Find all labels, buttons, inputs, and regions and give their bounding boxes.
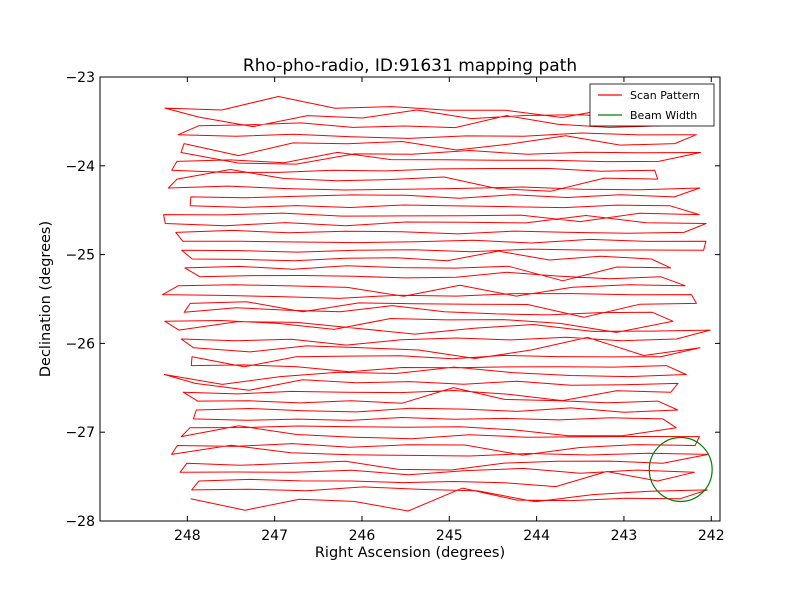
x-tick-label: 245 <box>436 528 463 544</box>
x-tick-label: 243 <box>611 528 638 544</box>
y-tick-label: −27 <box>65 425 95 441</box>
beam-width-circle <box>648 436 713 503</box>
y-tick-label: −26 <box>65 336 95 352</box>
y-tick-label: −25 <box>65 248 95 264</box>
x-tick-label: 244 <box>523 528 550 544</box>
scan-pattern-line <box>162 96 711 512</box>
chart-title: Rho-pho-radio, ID:91631 mapping path <box>243 56 577 76</box>
beam-width-series <box>648 436 713 503</box>
plot-area <box>162 96 713 512</box>
scan-pattern-series <box>162 96 711 512</box>
plot-frame <box>99 76 721 522</box>
legend: Scan Pattern Beam Width <box>589 83 715 127</box>
y-axis: −23 −24 −25 −26 −27 −28 <box>65 70 720 530</box>
y-tick-label: −28 <box>65 514 95 530</box>
x-tick-label: 247 <box>261 528 288 544</box>
x-axis-title: Right Ascension (degrees) <box>315 545 505 561</box>
legend-label-scan-pattern: Scan Pattern <box>630 89 700 102</box>
y-axis-title: Declination (degrees) <box>38 221 54 377</box>
x-tick-label: 246 <box>349 528 376 544</box>
legend-box <box>589 83 715 127</box>
y-tick-label: −24 <box>65 159 95 175</box>
x-tick-label: 248 <box>174 528 201 544</box>
x-tick-label: 242 <box>698 528 725 544</box>
y-tick-label: −23 <box>65 70 95 86</box>
legend-label-beam-width: Beam Width <box>630 109 697 122</box>
x-axis: 248 247 246 245 244 243 242 <box>174 77 725 544</box>
